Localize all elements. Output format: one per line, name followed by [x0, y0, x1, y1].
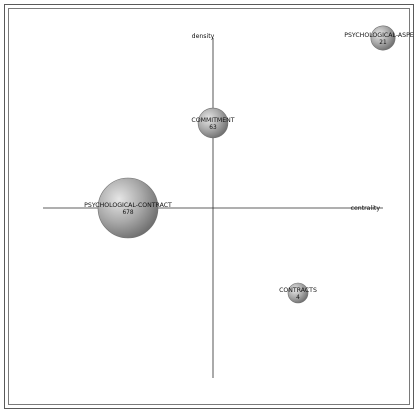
chart-frame-inner: [8, 8, 410, 405]
bubble-psychological-contract: [97, 177, 159, 239]
point-count: 63: [209, 125, 217, 131]
point-count: 4: [296, 295, 300, 301]
y-axis-label: density: [192, 33, 215, 40]
bubble-contracts: [287, 282, 309, 304]
point-count: 678: [122, 210, 133, 216]
point-count: 21: [379, 40, 387, 46]
point-label: COMMITMENT: [191, 117, 234, 124]
bubble-psychological-aspe: [370, 25, 396, 51]
point-label: PSYCHOLOGICAL-CONTRACT: [84, 202, 172, 209]
point-label: PSYCHOLOGICAL-ASPE: [344, 32, 414, 39]
x-axis-label: centrality: [351, 205, 381, 212]
bubble-commitment: [197, 107, 229, 139]
point-label: CONTRACTS: [279, 287, 317, 294]
